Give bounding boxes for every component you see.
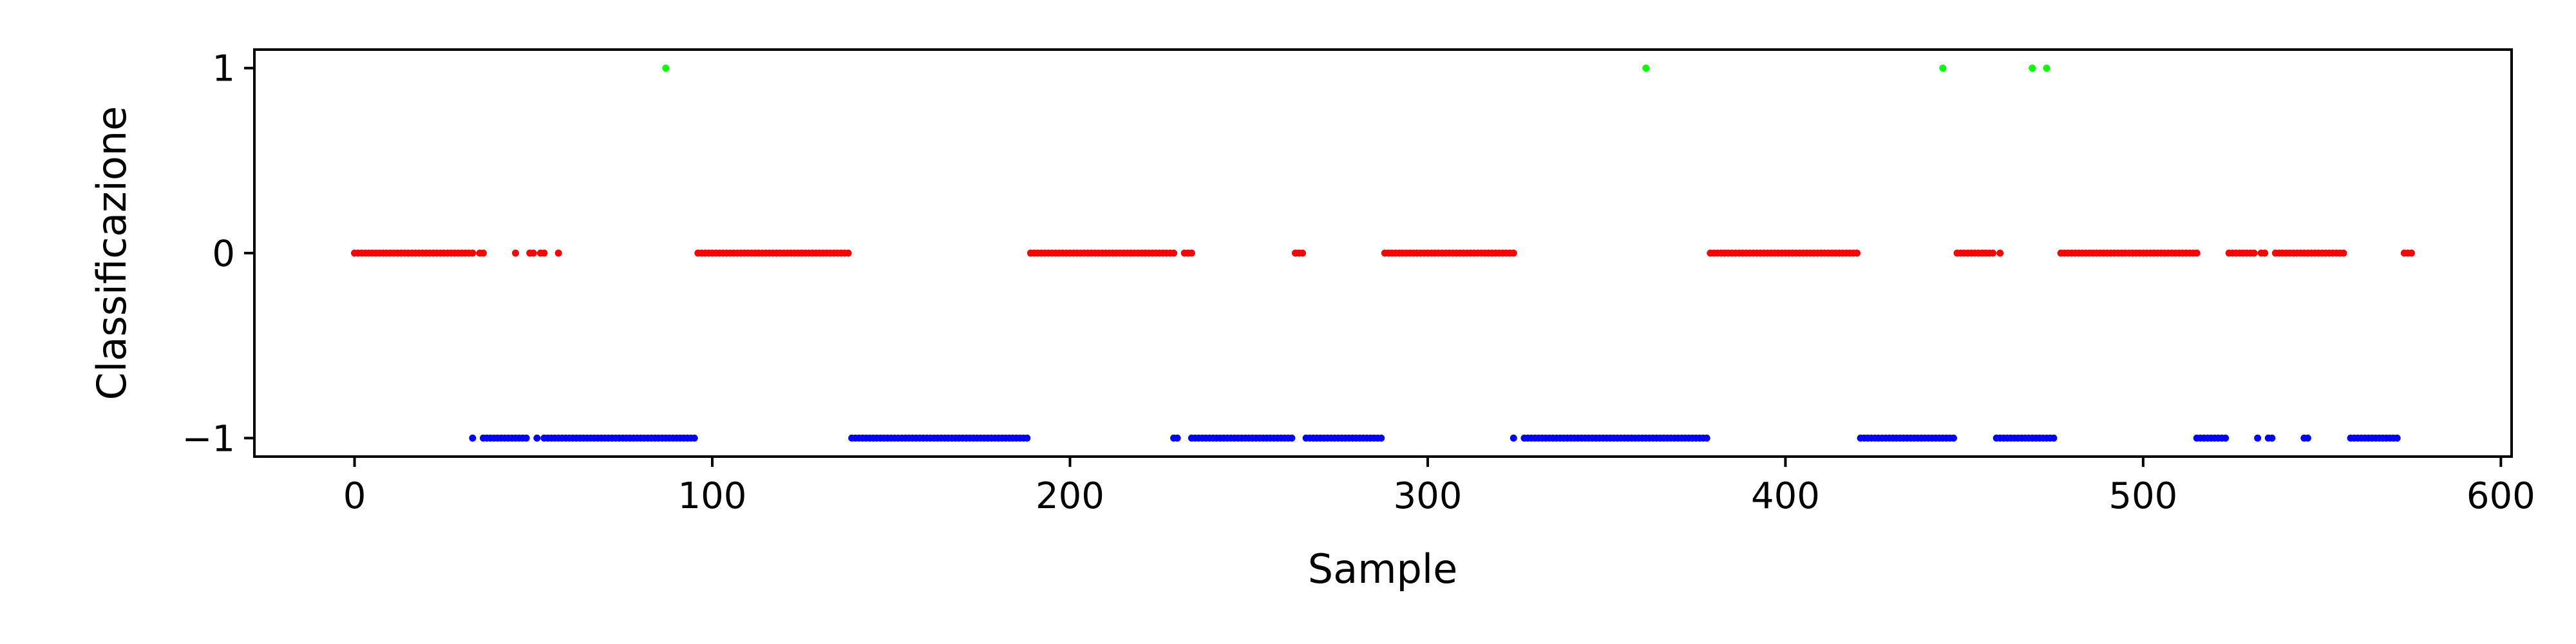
- data-point-class-0: [1170, 249, 1178, 257]
- x-tick-label: 100: [678, 475, 747, 517]
- x-axis-ticks: 0 100 200 300 400 500 600: [343, 457, 2535, 517]
- x-tick-label: 400: [1751, 475, 1820, 517]
- data-point-class-0: [2250, 249, 2258, 257]
- x-axis-label: Sample: [1308, 545, 1457, 592]
- x-tick-label: 300: [1393, 475, 1462, 517]
- x-tick-label: 0: [343, 475, 366, 517]
- data-point-class-1: [662, 64, 670, 72]
- data-points: [351, 64, 2415, 442]
- data-point-class-0: [2340, 249, 2347, 257]
- data-point-class-0: [844, 249, 852, 257]
- data-point-class-neg1: [1703, 434, 1710, 442]
- data-point-class-neg1: [533, 434, 541, 442]
- data-point-class-neg1: [2393, 434, 2401, 442]
- x-tick-label: 500: [2108, 475, 2177, 517]
- data-point-class-0: [529, 249, 537, 257]
- x-tick-label: 600: [2467, 475, 2535, 517]
- data-point-class-neg1: [1173, 434, 1181, 442]
- data-point-class-neg1: [1288, 434, 1296, 442]
- data-point-class-1: [1939, 64, 1947, 72]
- data-point-class-0: [480, 249, 487, 257]
- data-point-class-neg1: [522, 434, 530, 442]
- data-point-class-neg1: [1023, 434, 1031, 442]
- data-point-class-0: [1188, 249, 1195, 257]
- data-point-class-neg1: [2222, 434, 2230, 442]
- data-point-class-neg1: [2304, 434, 2311, 442]
- data-point-class-0: [1996, 249, 2004, 257]
- data-point-class-0: [2193, 249, 2201, 257]
- y-axis-label: Classificazione: [88, 106, 135, 401]
- data-point-class-0: [1853, 249, 1861, 257]
- data-point-class-neg1: [2050, 434, 2058, 442]
- data-point-class-0: [2407, 249, 2415, 257]
- data-point-class-0: [540, 249, 548, 257]
- data-point-class-neg1: [469, 434, 477, 442]
- data-point-class-0: [469, 249, 477, 257]
- data-point-class-0: [554, 249, 562, 257]
- y-tick-label: −1: [182, 418, 235, 460]
- data-point-class-0: [1510, 249, 1517, 257]
- data-point-class-0: [1989, 249, 1997, 257]
- data-point-class-0: [2261, 249, 2269, 257]
- data-point-class-1: [2043, 64, 2050, 72]
- data-point-class-neg1: [1510, 434, 1517, 442]
- data-point-class-neg1: [1378, 434, 1385, 442]
- y-tick-label: 0: [212, 233, 235, 275]
- data-point-class-neg1: [690, 434, 698, 442]
- data-point-class-0: [511, 249, 519, 257]
- y-tick-label: 1: [212, 48, 235, 90]
- x-tick-label: 200: [1036, 475, 1104, 517]
- data-point-class-1: [1642, 64, 1650, 72]
- data-point-class-neg1: [2268, 434, 2276, 442]
- y-axis-ticks: −1 0 1: [182, 48, 254, 460]
- data-point-class-1: [2029, 64, 2036, 72]
- data-point-class-neg1: [2254, 434, 2262, 442]
- data-point-class-neg1: [1949, 434, 1957, 442]
- data-point-class-0: [1299, 249, 1307, 257]
